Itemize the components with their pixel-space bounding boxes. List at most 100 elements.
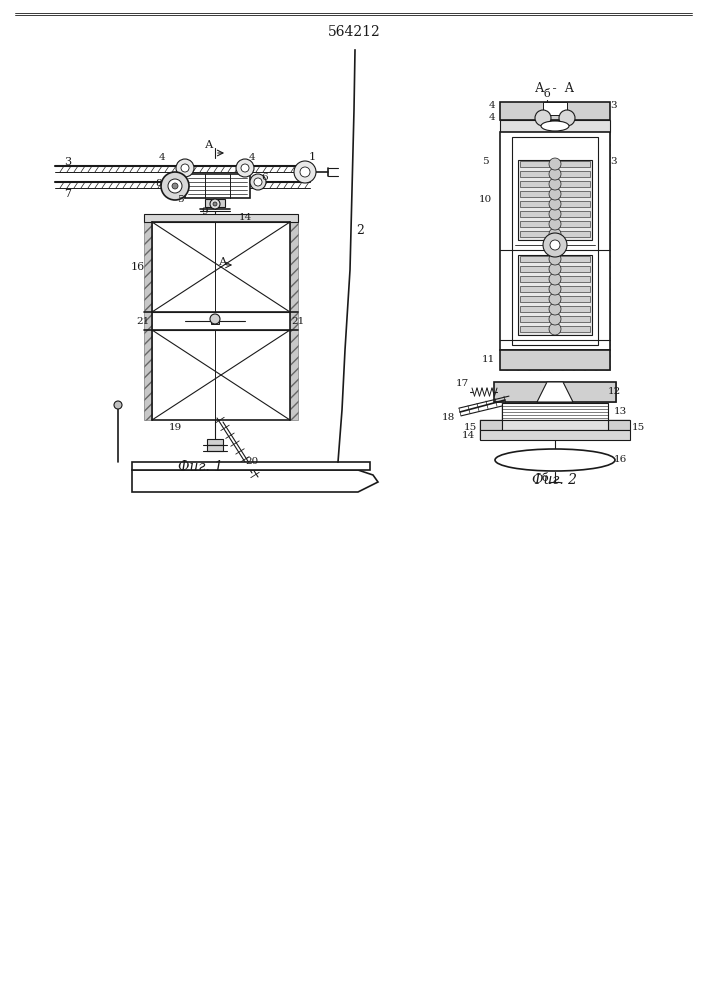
Bar bbox=[520, 306, 590, 312]
Circle shape bbox=[172, 183, 178, 189]
Text: 564212: 564212 bbox=[327, 25, 380, 39]
Bar bbox=[502, 420, 608, 430]
Text: 6: 6 bbox=[262, 174, 269, 182]
Bar bbox=[500, 132, 510, 350]
Circle shape bbox=[535, 110, 551, 126]
Circle shape bbox=[161, 172, 189, 200]
Circle shape bbox=[549, 303, 561, 315]
Bar bbox=[494, 382, 616, 402]
Text: Фиг. 1: Фиг. 1 bbox=[177, 460, 223, 474]
Circle shape bbox=[549, 208, 561, 220]
Bar bbox=[520, 266, 590, 272]
Bar bbox=[520, 276, 590, 282]
Text: 10: 10 bbox=[479, 196, 491, 205]
Circle shape bbox=[254, 178, 262, 186]
Text: 4: 4 bbox=[158, 152, 165, 161]
Bar bbox=[608, 420, 630, 430]
Text: 21: 21 bbox=[291, 316, 305, 326]
Circle shape bbox=[549, 188, 561, 200]
Text: 8: 8 bbox=[156, 178, 163, 188]
Bar bbox=[520, 316, 590, 322]
Bar bbox=[520, 171, 590, 177]
Text: 17: 17 bbox=[455, 379, 469, 388]
Text: А: А bbox=[205, 140, 214, 150]
Circle shape bbox=[236, 159, 254, 177]
Circle shape bbox=[549, 168, 561, 180]
Text: 7: 7 bbox=[64, 189, 71, 199]
Text: 15: 15 bbox=[463, 424, 477, 432]
Text: 14: 14 bbox=[462, 430, 474, 440]
Bar bbox=[512, 137, 598, 345]
Text: б: б bbox=[544, 89, 550, 99]
Text: 4: 4 bbox=[489, 102, 496, 110]
Bar bbox=[518, 160, 592, 240]
Circle shape bbox=[300, 167, 310, 177]
Text: 11: 11 bbox=[481, 356, 495, 364]
Bar bbox=[500, 102, 610, 120]
Bar bbox=[211, 318, 219, 324]
Text: 9: 9 bbox=[201, 208, 209, 217]
Bar bbox=[207, 445, 223, 451]
Bar bbox=[502, 403, 608, 420]
Text: 3: 3 bbox=[611, 157, 617, 166]
Text: б: б bbox=[542, 473, 549, 483]
Bar bbox=[207, 215, 223, 221]
Bar bbox=[520, 191, 590, 197]
Text: Фиг. 2: Фиг. 2 bbox=[532, 473, 578, 487]
Bar bbox=[290, 222, 298, 420]
Ellipse shape bbox=[495, 449, 615, 471]
Circle shape bbox=[543, 233, 567, 257]
Text: 18: 18 bbox=[441, 414, 455, 422]
Circle shape bbox=[168, 179, 182, 193]
Text: 16: 16 bbox=[131, 262, 145, 272]
Circle shape bbox=[549, 198, 561, 210]
Circle shape bbox=[210, 314, 220, 324]
Circle shape bbox=[549, 263, 561, 275]
Text: 5: 5 bbox=[177, 196, 183, 205]
Bar bbox=[480, 430, 630, 440]
Circle shape bbox=[549, 293, 561, 305]
Circle shape bbox=[114, 401, 122, 409]
Text: 16: 16 bbox=[614, 456, 626, 464]
Ellipse shape bbox=[541, 121, 569, 131]
Bar bbox=[500, 350, 610, 370]
Bar bbox=[480, 420, 502, 430]
Text: 5: 5 bbox=[481, 157, 489, 166]
Bar bbox=[502, 403, 508, 420]
Bar bbox=[144, 214, 298, 222]
Bar bbox=[520, 181, 590, 187]
Circle shape bbox=[549, 253, 561, 265]
Text: 4: 4 bbox=[489, 113, 496, 122]
Text: 3: 3 bbox=[611, 102, 617, 110]
Text: 1: 1 bbox=[308, 152, 315, 162]
Bar bbox=[185, 174, 250, 198]
Text: 2: 2 bbox=[356, 224, 364, 236]
Bar bbox=[520, 296, 590, 302]
Circle shape bbox=[549, 178, 561, 190]
Bar bbox=[494, 382, 616, 402]
Bar bbox=[144, 222, 152, 420]
Text: 15: 15 bbox=[631, 424, 645, 432]
Circle shape bbox=[549, 228, 561, 240]
Bar bbox=[480, 420, 502, 430]
Polygon shape bbox=[537, 382, 573, 402]
Circle shape bbox=[550, 240, 560, 250]
Polygon shape bbox=[132, 470, 378, 492]
Circle shape bbox=[549, 283, 561, 295]
Circle shape bbox=[549, 218, 561, 230]
Circle shape bbox=[241, 164, 249, 172]
Bar bbox=[520, 256, 590, 262]
Circle shape bbox=[181, 164, 189, 172]
Bar bbox=[500, 350, 610, 370]
Bar bbox=[543, 102, 567, 115]
Text: А  -  А: А - А bbox=[535, 82, 575, 95]
Circle shape bbox=[250, 174, 266, 190]
Bar bbox=[608, 420, 630, 430]
Text: 4: 4 bbox=[249, 152, 255, 161]
Circle shape bbox=[559, 110, 575, 126]
Bar bbox=[207, 439, 223, 445]
Bar bbox=[500, 132, 610, 350]
Text: 14: 14 bbox=[238, 213, 252, 222]
Bar bbox=[600, 132, 610, 350]
Text: 3: 3 bbox=[64, 157, 71, 167]
